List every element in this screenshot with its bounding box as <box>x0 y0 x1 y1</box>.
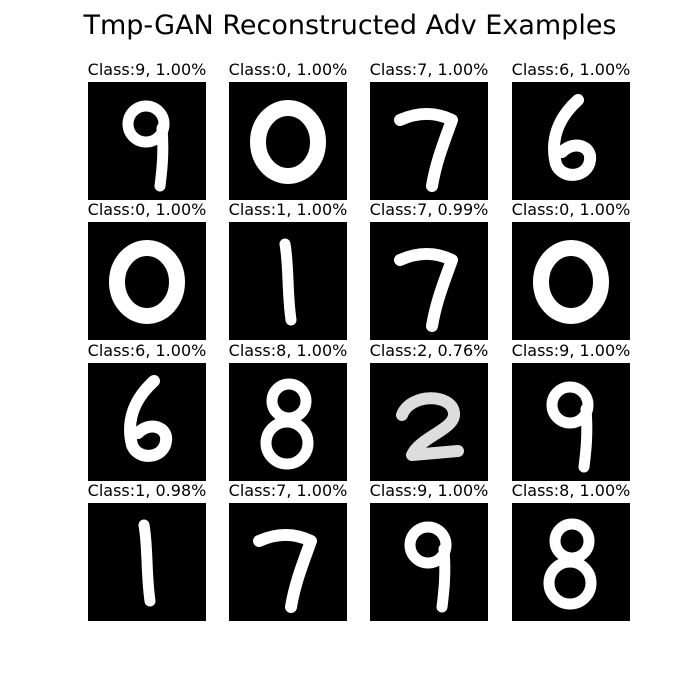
panel-title: Class:6, 1.00% <box>87 341 207 360</box>
panel-title: Class:8, 1.00% <box>511 481 631 500</box>
digit-image <box>512 363 630 481</box>
panel-title: Class:7, 1.00% <box>369 60 489 79</box>
digit-image <box>229 503 347 621</box>
image-panel: Class:0, 1.00% <box>72 200 222 340</box>
image-panel: Class:1, 1.00% <box>213 200 363 340</box>
digit-image <box>229 363 347 481</box>
panel-title: Class:9, 1.00% <box>87 60 207 79</box>
digit-image <box>229 222 347 340</box>
panel-title: Class:9, 1.00% <box>511 341 631 360</box>
image-panel: Class:7, 0.99% <box>354 200 504 340</box>
image-panel: Class:7, 1.00% <box>213 481 363 621</box>
panel-title: Class:1, 1.00% <box>228 200 348 219</box>
digit-image <box>88 363 206 481</box>
image-panel: Class:1, 0.98% <box>72 481 222 621</box>
image-panel: Class:0, 1.00% <box>496 200 646 340</box>
panel-title: Class:1, 0.98% <box>87 481 207 500</box>
panel-title: Class:8, 1.00% <box>228 341 348 360</box>
digit-image <box>370 503 488 621</box>
digit-image <box>512 222 630 340</box>
image-panel: Class:2, 0.76% <box>354 341 504 481</box>
digit-image <box>370 222 488 340</box>
digit-image <box>370 82 488 200</box>
image-panel: Class:9, 1.00% <box>354 481 504 621</box>
panel-title: Class:2, 0.76% <box>369 341 489 360</box>
panel-title: Class:0, 1.00% <box>87 200 207 219</box>
panel-title: Class:7, 1.00% <box>228 481 348 500</box>
image-panel: Class:9, 1.00% <box>496 341 646 481</box>
digit-image <box>512 503 630 621</box>
panel-title: Class:0, 1.00% <box>511 200 631 219</box>
image-panel: Class:9, 1.00% <box>72 60 222 200</box>
panel-title: Class:6, 1.00% <box>511 60 631 79</box>
image-panel: Class:6, 1.00% <box>496 60 646 200</box>
figure-title: Tmp-GAN Reconstructed Adv Examples <box>83 10 617 41</box>
image-panel: Class:0, 1.00% <box>213 60 363 200</box>
image-panel: Class:8, 1.00% <box>496 481 646 621</box>
digit-image <box>370 363 488 481</box>
image-panel: Class:6, 1.00% <box>72 341 222 481</box>
digit-image <box>88 222 206 340</box>
digit-image <box>512 82 630 200</box>
image-panel: Class:8, 1.00% <box>213 341 363 481</box>
digit-image <box>229 82 347 200</box>
image-panel: Class:7, 1.00% <box>354 60 504 200</box>
panel-title: Class:7, 0.99% <box>369 200 489 219</box>
panel-title: Class:0, 1.00% <box>228 60 348 79</box>
panel-title: Class:9, 1.00% <box>369 481 489 500</box>
digit-image <box>88 82 206 200</box>
digit-image <box>88 503 206 621</box>
